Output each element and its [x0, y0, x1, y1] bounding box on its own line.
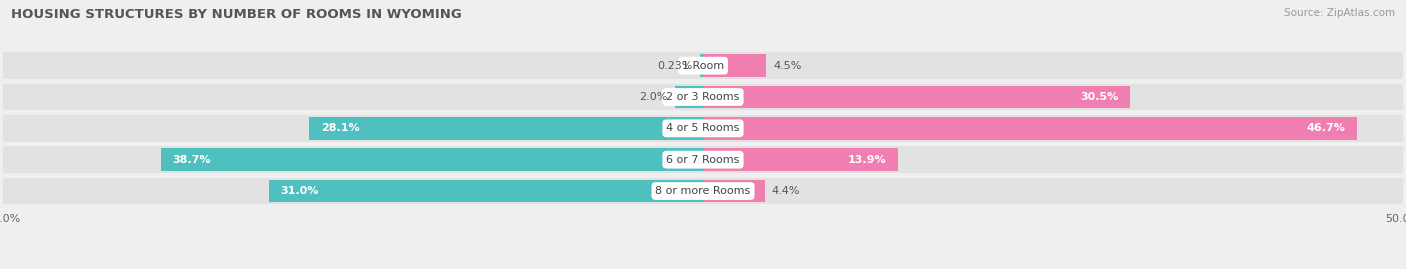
Text: 4.5%: 4.5%	[773, 61, 801, 71]
Text: 46.7%: 46.7%	[1308, 123, 1346, 133]
Text: 1 Room: 1 Room	[682, 61, 724, 71]
Bar	[703, 117, 1357, 140]
Text: 30.5%: 30.5%	[1081, 92, 1119, 102]
Text: 31.0%: 31.0%	[280, 186, 319, 196]
Text: 2 or 3 Rooms: 2 or 3 Rooms	[666, 92, 740, 102]
Text: 6 or 7 Rooms: 6 or 7 Rooms	[666, 155, 740, 165]
Text: Source: ZipAtlas.com: Source: ZipAtlas.com	[1284, 8, 1395, 18]
Text: 38.7%: 38.7%	[173, 155, 211, 165]
Bar	[309, 117, 703, 140]
Text: 8 or more Rooms: 8 or more Rooms	[655, 186, 751, 196]
Text: HOUSING STRUCTURES BY NUMBER OF ROOMS IN WYOMING: HOUSING STRUCTURES BY NUMBER OF ROOMS IN…	[11, 8, 463, 21]
Bar	[162, 148, 703, 171]
Bar	[3, 178, 1403, 204]
Bar	[703, 54, 766, 77]
Bar	[703, 86, 1130, 108]
Text: 13.9%: 13.9%	[848, 155, 886, 165]
Bar	[3, 52, 1403, 79]
Text: 0.23%: 0.23%	[658, 61, 693, 71]
Bar	[703, 180, 765, 202]
Bar	[3, 115, 1403, 142]
Bar	[269, 180, 703, 202]
Bar	[703, 148, 897, 171]
Text: 28.1%: 28.1%	[321, 123, 360, 133]
Bar	[3, 84, 1403, 110]
Bar	[700, 54, 703, 77]
Text: 4.4%: 4.4%	[772, 186, 800, 196]
Legend: Owner-occupied, Renter-occupied: Owner-occupied, Renter-occupied	[578, 266, 828, 269]
Bar	[3, 146, 1403, 173]
Text: 4 or 5 Rooms: 4 or 5 Rooms	[666, 123, 740, 133]
Bar	[675, 86, 703, 108]
Text: 2.0%: 2.0%	[640, 92, 668, 102]
